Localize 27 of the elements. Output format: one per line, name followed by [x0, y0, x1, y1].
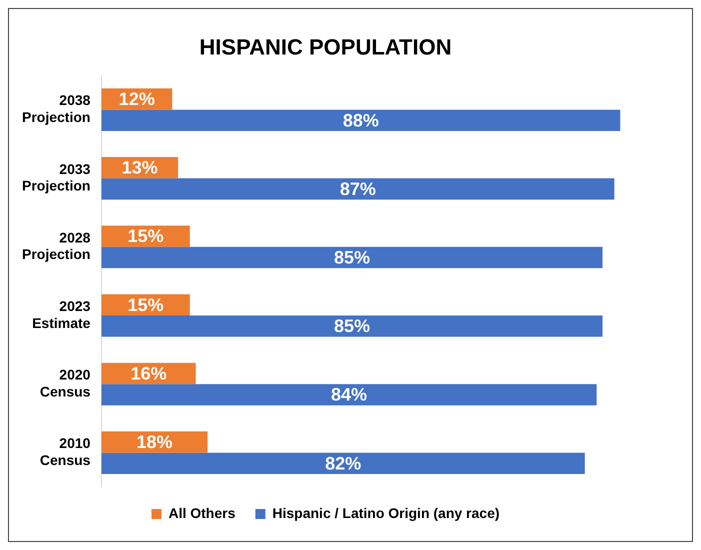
data-label: 82% [325, 453, 362, 474]
y-tick-label: 2038 Projection [22, 92, 91, 125]
bar [101, 452, 585, 474]
data-label: 85% [334, 316, 370, 336]
bar [101, 178, 614, 200]
y-tick-label: 2033 Projection [22, 160, 91, 194]
bar [101, 246, 603, 268]
bar [101, 316, 603, 337]
y-tick-label: 2023 Estimate [32, 298, 91, 331]
bar [101, 384, 597, 406]
data-label: 85% [334, 248, 370, 268]
legend-label: All Others [168, 504, 236, 521]
chart-title: HISPANIC POPULATION [199, 34, 452, 60]
data-label: 87% [340, 178, 376, 199]
y-tick-label: 2010 Census [40, 435, 91, 468]
data-label: 88% [342, 110, 379, 130]
data-label: 84% [331, 384, 368, 405]
data-label: 12% [118, 89, 155, 110]
data-label: 13% [122, 158, 158, 178]
data-label: 18% [136, 432, 173, 452]
y-tick-label: 2020 Census [40, 366, 91, 400]
data-label: 15% [128, 226, 164, 246]
bar [101, 110, 620, 131]
legend-label: Hispanic / Latino Origin (any race) [272, 504, 500, 521]
y-tick-label: 2028 Projection [22, 229, 91, 262]
data-label: 16% [130, 363, 167, 384]
data-label: 15% [128, 294, 164, 315]
